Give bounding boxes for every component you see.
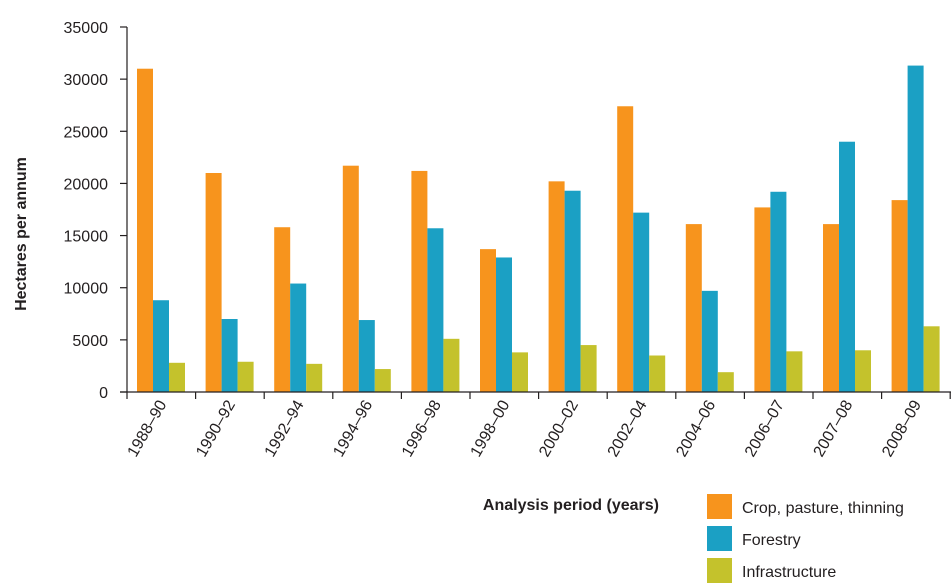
bar-crop-pasture-thinning xyxy=(137,68,153,392)
y-tick-label: 20000 xyxy=(64,176,109,193)
bar-crop-pasture-thinning xyxy=(274,227,291,392)
bar-forestry xyxy=(290,283,307,392)
bars-layer xyxy=(137,65,940,392)
bar-infrastructure xyxy=(717,372,734,392)
legend-label: Forestry xyxy=(742,532,801,549)
bar-crop-pasture-thinning xyxy=(411,170,428,392)
legend-swatch xyxy=(707,558,732,583)
bar-infrastructure xyxy=(923,326,940,392)
bar-forestry xyxy=(153,300,169,392)
y-tick-label: 35000 xyxy=(64,20,109,37)
bar-crop-pasture-thinning xyxy=(754,207,771,392)
x-axis-ticks: 1988–90 1990–92 1992–94 1994–96 1996–98 1998–… xyxy=(125,392,951,460)
bar-crop-pasture-thinning xyxy=(480,249,496,392)
bar-forestry xyxy=(496,257,512,392)
bar-infrastructure xyxy=(374,369,391,392)
bar-forestry xyxy=(427,228,444,392)
y-tick-label: 25000 xyxy=(64,124,109,141)
bar-crop-pasture-thinning xyxy=(891,200,908,392)
x-axis-title: Analysis period (years) xyxy=(483,497,659,514)
x-tick-label: 2008–09 xyxy=(879,397,925,460)
y-tick-label: 10000 xyxy=(64,281,109,298)
y-axis-ticks: 0 5000 10000 15000 20000 25000 30000 35000 xyxy=(64,20,127,402)
bar-forestry xyxy=(633,212,650,392)
bar-infrastructure xyxy=(237,361,254,392)
legend: Crop, pasture, thinning Forestry Infrastru… xyxy=(707,494,904,583)
bar-forestry xyxy=(358,320,375,392)
y-tick-label: 15000 xyxy=(64,229,109,246)
x-tick-label: 2006–07 xyxy=(742,397,788,460)
y-axis-title: Hectares per annum xyxy=(13,157,30,311)
legend-label: Crop, pasture, thinning xyxy=(742,500,904,517)
y-tick-label: 5000 xyxy=(72,333,108,350)
bar-forestry xyxy=(221,319,238,392)
x-tick-label: 2004–06 xyxy=(673,397,719,460)
bar-forestry xyxy=(839,141,855,392)
legend-swatch xyxy=(707,494,732,519)
bar-infrastructure xyxy=(512,352,528,392)
bar-forestry xyxy=(564,190,581,392)
x-tick-label: 1996–98 xyxy=(399,397,445,460)
bar-crop-pasture-thinning xyxy=(342,165,359,392)
y-tick-label: 30000 xyxy=(64,72,109,89)
bar-crop-pasture-thinning xyxy=(205,173,222,392)
x-tick-label: 2007–08 xyxy=(811,397,857,460)
bar-infrastructure xyxy=(169,362,185,392)
bar-forestry xyxy=(770,191,787,392)
y-tick-label: 0 xyxy=(99,385,108,402)
x-tick-label: 1998–00 xyxy=(468,397,514,460)
x-tick-label: 1990–92 xyxy=(193,397,239,460)
bar-crop-pasture-thinning xyxy=(617,106,634,392)
legend-label: Infrastructure xyxy=(742,564,836,581)
bar-infrastructure xyxy=(786,351,803,392)
bar-crop-pasture-thinning xyxy=(548,181,565,392)
bar-infrastructure xyxy=(306,363,323,392)
x-tick-label: 2002–04 xyxy=(605,397,651,460)
bar-crop-pasture-thinning xyxy=(823,224,839,392)
x-tick-label: 2000–02 xyxy=(536,397,582,460)
bar-infrastructure xyxy=(649,355,666,392)
legend-swatch xyxy=(707,526,732,551)
bar-infrastructure xyxy=(580,345,597,392)
bar-forestry xyxy=(701,290,718,392)
x-tick-label: 1994–96 xyxy=(330,397,376,460)
x-tick-label: 1992–94 xyxy=(262,397,308,460)
bar-forestry xyxy=(907,65,924,392)
x-tick-label: 1988–90 xyxy=(125,397,171,460)
bar-infrastructure xyxy=(855,350,871,392)
bar-crop-pasture-thinning xyxy=(685,224,702,392)
bar-infrastructure xyxy=(443,338,460,392)
